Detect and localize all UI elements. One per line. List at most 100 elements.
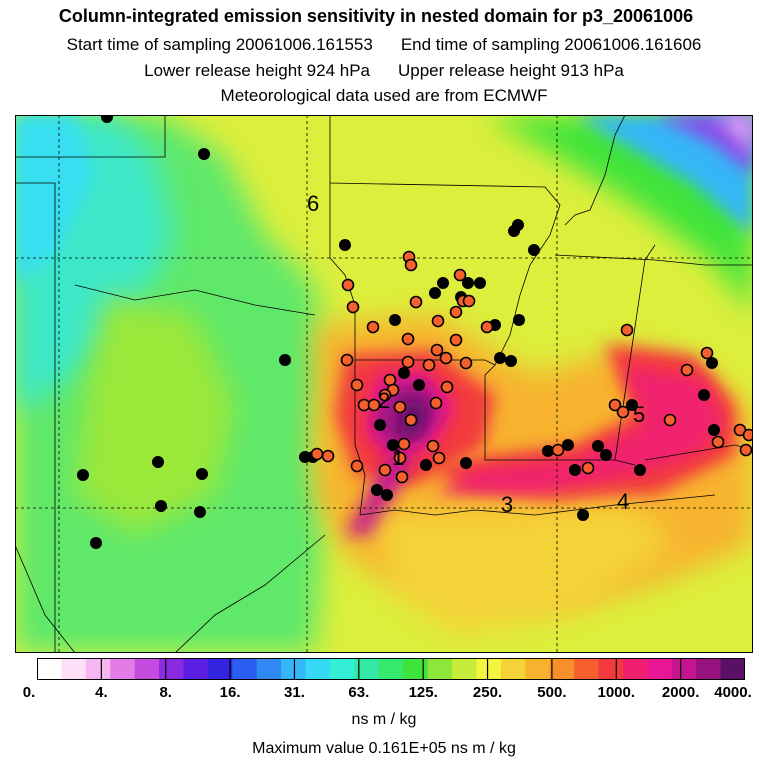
colorbar-tick-label: 8. xyxy=(159,684,172,701)
colorbar-tick-label: 0. xyxy=(22,684,36,701)
point-red xyxy=(404,413,418,427)
point-black xyxy=(460,457,472,469)
colorbar-tick-label: 1000. xyxy=(597,684,636,701)
point-black xyxy=(198,148,210,160)
point-black xyxy=(569,464,581,476)
point-red xyxy=(422,358,436,372)
point-black xyxy=(512,219,524,231)
point-black xyxy=(413,379,425,391)
colorbar-swatch xyxy=(647,658,673,680)
point-black xyxy=(528,244,540,256)
upper-release-label: Upper release height 913 hPa xyxy=(398,61,624,80)
point-red xyxy=(551,443,565,457)
point-black xyxy=(462,277,474,289)
point-black xyxy=(626,399,638,411)
colorbar-swatch xyxy=(110,658,136,680)
point-black xyxy=(279,354,291,366)
point-black xyxy=(420,459,432,471)
point-black xyxy=(339,239,351,251)
point-black xyxy=(542,445,554,457)
point-black xyxy=(374,419,386,431)
point-red xyxy=(453,268,467,282)
label-2: 2 xyxy=(378,388,390,413)
colorbar-swatch xyxy=(329,658,355,680)
point-red xyxy=(440,380,454,394)
point-red xyxy=(459,356,473,370)
label-6: 6 xyxy=(307,191,319,216)
colorbar-tick-label: 31. xyxy=(284,684,305,701)
lower-release-label: Lower release height 924 hPa xyxy=(144,61,370,80)
point-red xyxy=(409,295,423,309)
point-black xyxy=(429,287,441,299)
point-black xyxy=(389,314,401,326)
colorbar-swatch xyxy=(85,658,111,680)
colorbar-swatch xyxy=(378,658,404,680)
point-black xyxy=(381,489,393,501)
colorbar xyxy=(37,658,745,680)
sensitivity-field xyxy=(15,115,753,653)
point-red xyxy=(404,258,418,272)
release-heights: Lower release height 924 hPa Upper releas… xyxy=(0,61,768,81)
point-red xyxy=(341,278,355,292)
point-black xyxy=(513,314,525,326)
point-red xyxy=(739,443,753,457)
map-frame xyxy=(15,115,753,653)
point-black xyxy=(494,352,506,364)
point-red xyxy=(401,355,415,369)
point-red xyxy=(378,463,392,477)
point-red xyxy=(462,294,476,308)
colorbar-tick-label: 4000. xyxy=(714,684,752,701)
colorbar-tick-label: 4. xyxy=(95,684,108,701)
point-black xyxy=(387,439,399,451)
maximum-value: Maximum value 0.161E+05 ns m / kg xyxy=(252,740,516,757)
point-black xyxy=(474,277,486,289)
point-red xyxy=(680,363,694,377)
sampling-times: Start time of sampling 20061006.161553 En… xyxy=(0,35,768,55)
colorbar-swatch xyxy=(159,658,185,680)
point-red xyxy=(449,333,463,347)
point-red xyxy=(431,314,445,328)
point-black xyxy=(152,456,164,468)
colorbar-swatch xyxy=(549,658,575,680)
point-red xyxy=(620,323,634,337)
colorbar-swatch xyxy=(256,658,282,680)
point-red xyxy=(350,459,364,473)
map-title: Column-integrated emission sensitivity i… xyxy=(58,6,694,26)
point-black xyxy=(592,440,604,452)
label-3: 3 xyxy=(501,492,513,517)
point-black xyxy=(90,537,102,549)
point-red xyxy=(430,343,444,357)
point-red xyxy=(432,451,446,465)
point-red xyxy=(663,413,677,427)
colorbar-swatch xyxy=(598,658,624,680)
point-red xyxy=(429,396,443,410)
point-red xyxy=(395,470,409,484)
colorbar-swatch xyxy=(622,658,648,680)
colorbar-swatch xyxy=(696,658,722,680)
point-black xyxy=(437,277,449,289)
colorbar-swatch xyxy=(476,658,502,680)
point-red xyxy=(393,451,407,465)
colorbar-tick-label: 63. xyxy=(348,684,370,701)
colorbar-tick-label: 250. xyxy=(472,684,503,701)
point-red xyxy=(711,435,725,449)
point-red xyxy=(366,320,380,334)
point-black xyxy=(600,449,612,461)
colorbar-unit: ns m / kg xyxy=(351,711,417,728)
point-black xyxy=(634,464,646,476)
point-black xyxy=(698,389,710,401)
point-red xyxy=(401,332,415,346)
point-black xyxy=(155,500,167,512)
point-black xyxy=(706,357,718,369)
point-red xyxy=(480,320,494,334)
colorbar-swatch xyxy=(183,658,209,680)
point-black xyxy=(77,469,89,481)
colorbar-swatch xyxy=(671,658,697,680)
release-points xyxy=(77,115,753,549)
point-red xyxy=(397,437,411,451)
point-black xyxy=(196,468,208,480)
end-time-label: End time of sampling 20061006.161606 xyxy=(400,35,702,54)
colorbar-frame xyxy=(37,658,745,680)
cluster-labels: 6 2 1 3 4 5 xyxy=(307,191,645,517)
point-red xyxy=(581,461,595,475)
